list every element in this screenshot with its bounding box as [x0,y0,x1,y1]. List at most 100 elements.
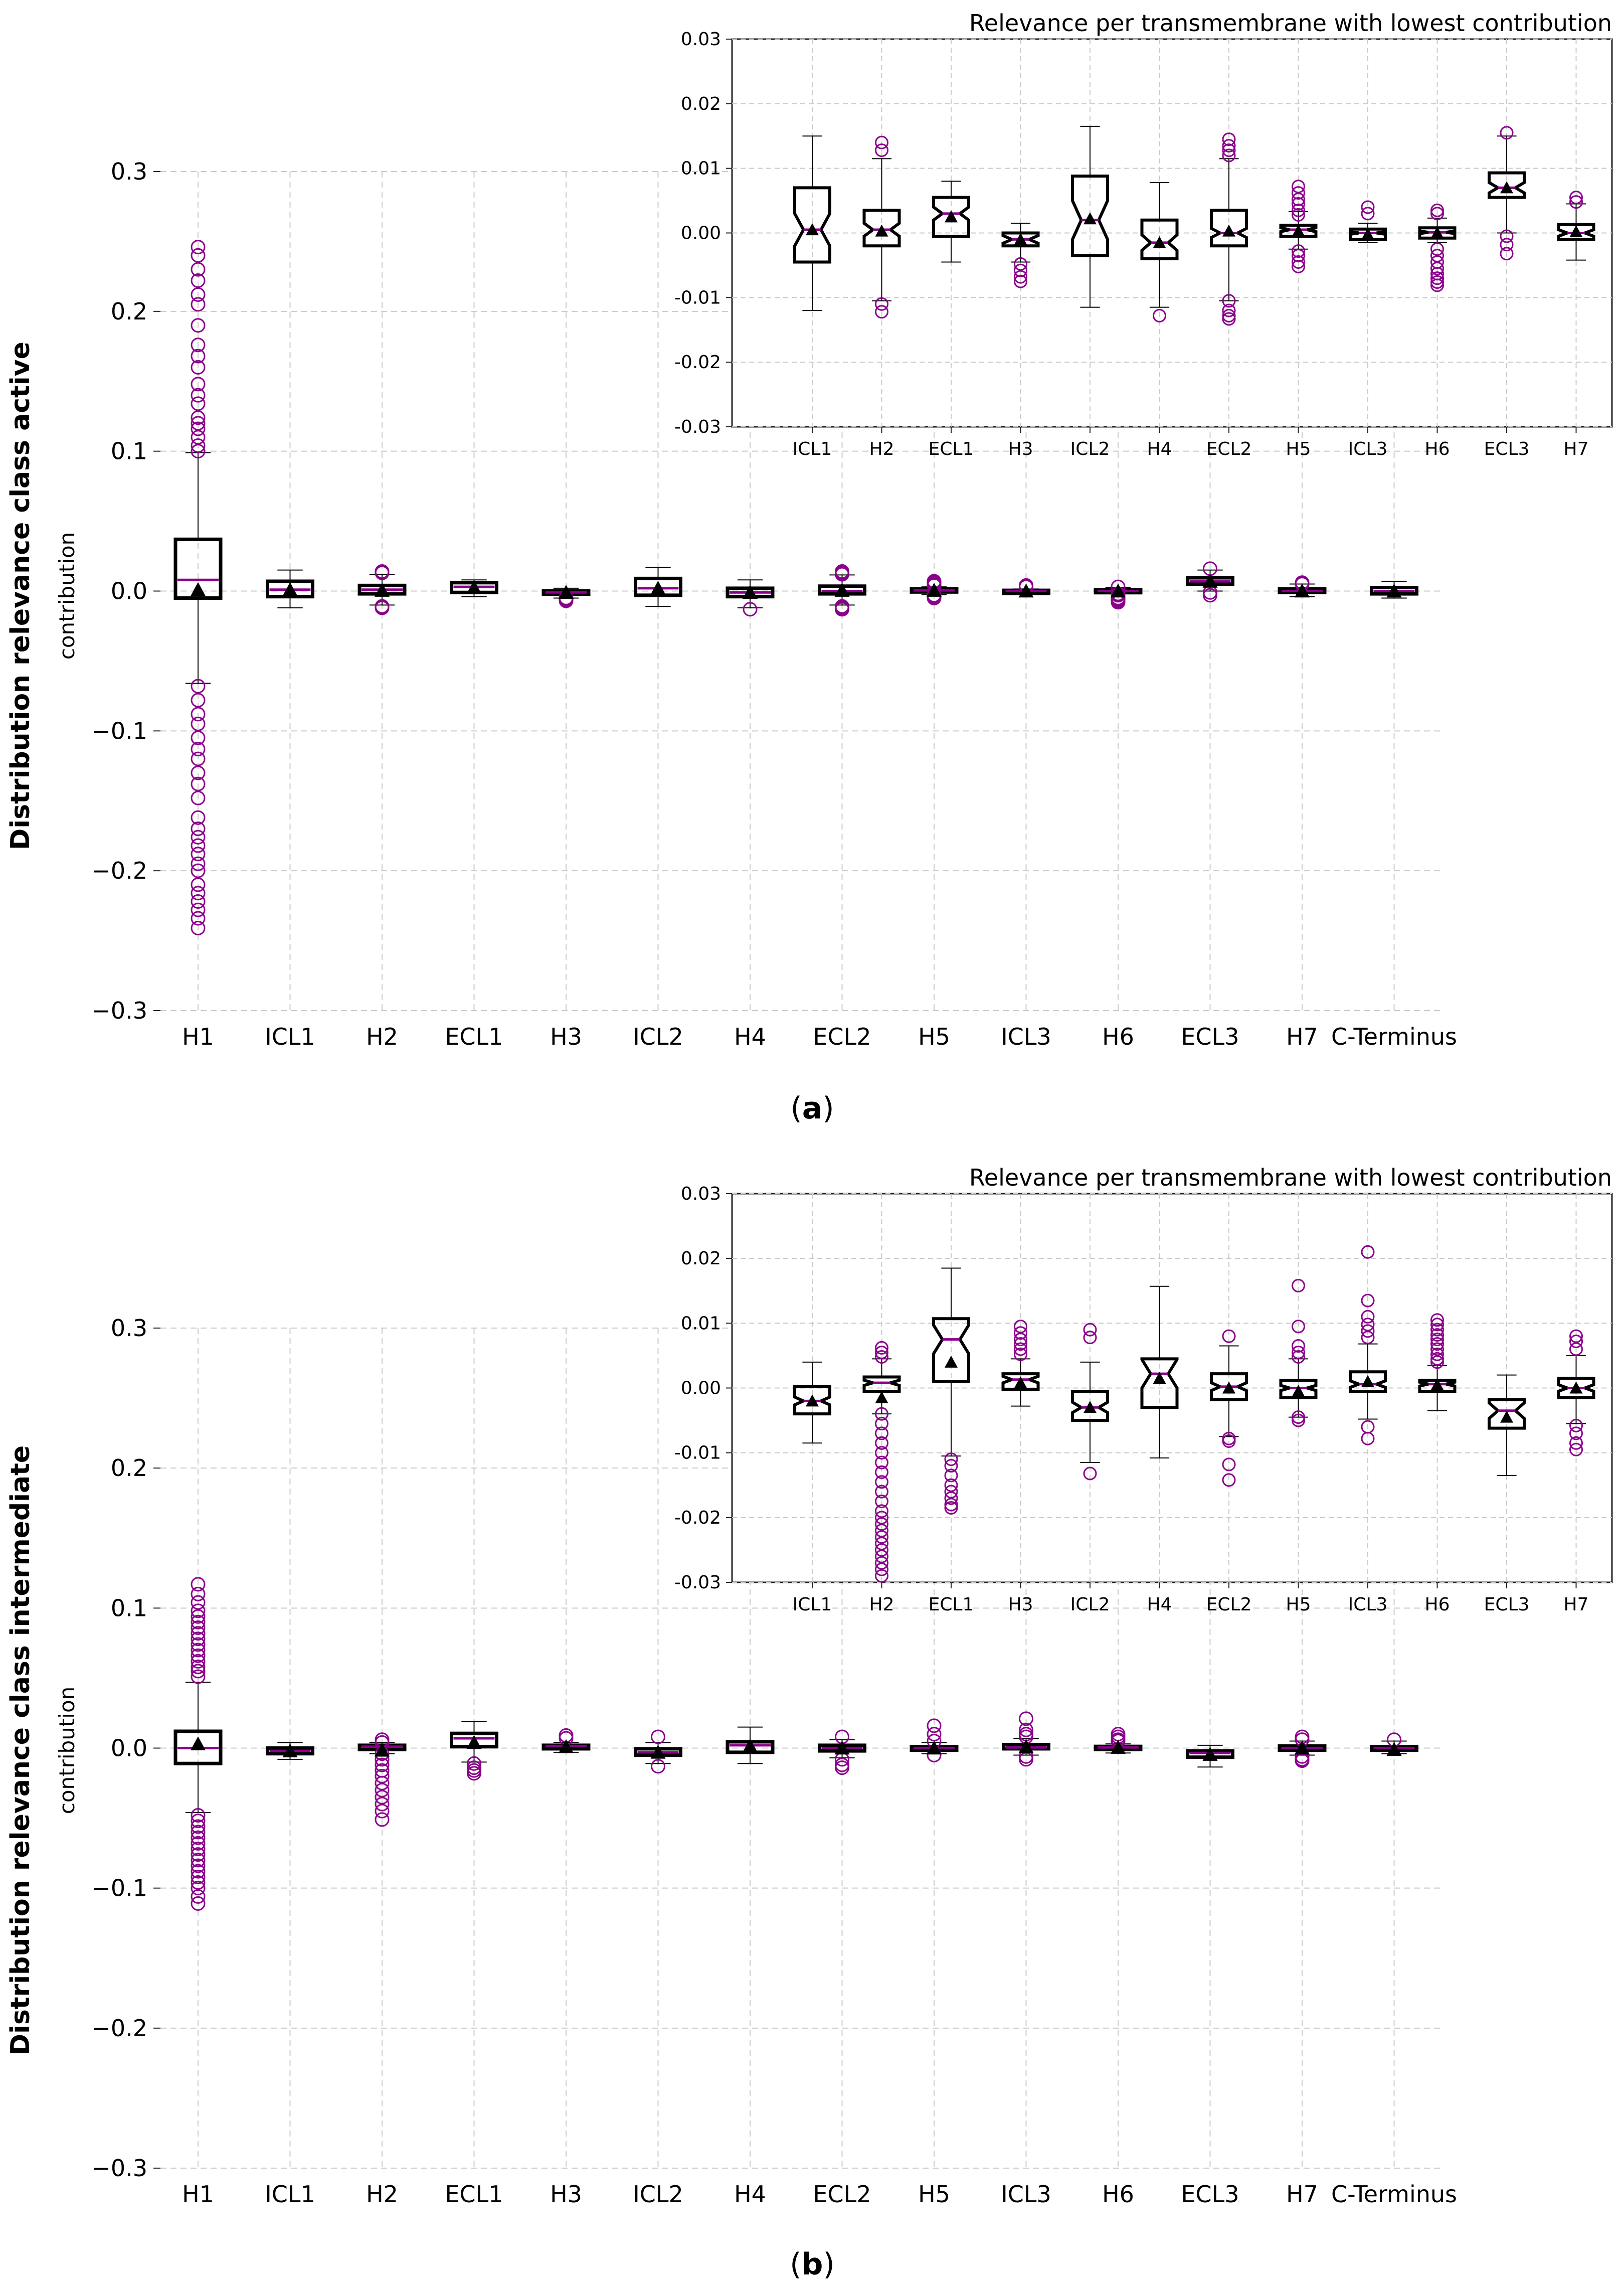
outlier-point [875,1446,888,1460]
outlier-point [1222,308,1236,322]
panel-a-ylabel: contribution [55,532,79,660]
box-H2 [357,1732,407,1827]
outlier-point [191,1864,206,1879]
outlier-point [191,1819,206,1834]
outlier-point [1430,203,1444,217]
outlier-point [1569,191,1583,205]
x-tick-label: C-Terminus [1331,2181,1457,2208]
outlier-point [875,1417,888,1431]
mean-marker [650,580,666,595]
outlier-point [191,693,206,708]
mean-marker [834,583,850,597]
inset-box-ICL1 [793,135,831,311]
outlier-point [1500,229,1514,243]
outlier-point [875,1407,888,1421]
outlier-point [1292,1350,1305,1364]
box-ICL2 [634,1729,682,1774]
outlier-point [875,1549,888,1563]
inset-y-tick-label: 0.00 [681,223,721,244]
outlier-point [944,1459,958,1473]
inset-box-H4 [1140,182,1179,322]
notched-box-body [1418,1379,1457,1393]
notched-box-body [1557,1377,1595,1399]
outlier-point [1292,180,1305,194]
outlier-point [1019,1722,1033,1737]
box-ICL1 [266,569,314,608]
x-tick-label: ICL1 [265,1023,315,1050]
y-tick-label: −0.3 [91,2155,147,2182]
outlier-point [1222,139,1236,153]
outlier-point [875,1485,888,1499]
outlier-point [1569,1426,1583,1440]
box-C-Terminus [1370,580,1418,599]
outlier-point [191,444,206,459]
outlier-point [944,1501,958,1515]
inset-y-tick-label: -0.02 [674,352,721,373]
y-tick-label: 0.1 [111,1594,147,1621]
mean-marker [945,1355,958,1368]
outlier-point [1222,303,1236,317]
notched-box-body [932,1317,970,1383]
outlier-point [1222,148,1236,162]
inset-box-H3 [1001,223,1040,288]
box-ICL3 [1002,1711,1050,1767]
outlier-point [1292,1320,1305,1334]
x-tick-label: H7 [1286,1023,1318,1050]
x-tick-label: H2 [366,2181,398,2208]
box-H6 [1094,1727,1143,1754]
x-tick-label: ECL1 [445,1023,503,1050]
inset-y-tick-label: 0.01 [681,1313,721,1334]
outlier-point [191,349,206,364]
outlier-point [875,1495,888,1509]
outlier-point [875,1569,888,1583]
panel-b-side-label: Distribution relevance class intermediat… [6,1445,36,2055]
outlier-point [191,1875,206,1890]
outlier-point [191,894,206,909]
outlier-point [1019,1711,1033,1726]
outlier-point [1292,1345,1305,1359]
mean-marker [559,1739,574,1753]
mean-marker [282,582,298,596]
outlier-point [191,1609,206,1624]
outlier-point [1569,1335,1583,1348]
inset-x-tick-label: ECL1 [929,1594,974,1615]
inset-box-ICL2 [1071,1323,1109,1481]
inset-title: Relevance per transmembrane with lowest … [969,10,1612,37]
x-tick-label: ICL1 [265,2181,315,2208]
inset-box-H7 [1557,1329,1595,1456]
panel-a-side-label: Distribution relevance class active [6,342,36,850]
mean-marker [806,223,819,236]
x-tick-label: ECL3 [1181,1023,1239,1050]
outlier-point [1430,242,1444,256]
outlier-point [191,410,206,425]
outlier-point [1430,1333,1444,1347]
box-H1 [173,1577,223,1911]
outlier-point [875,135,888,149]
box-H7 [1278,1729,1327,1768]
inset-box-H4 [1140,1285,1179,1458]
outlier-point [191,1825,206,1840]
outlier-point [875,1562,888,1576]
inset-x-tick-label: ICL1 [793,439,832,459]
mean-marker [1222,224,1235,237]
y-tick-label: 0.0 [111,1735,147,1762]
outlier-point [1222,1473,1236,1487]
outlier-point [191,911,206,926]
inset-x-tick-label: H2 [869,439,894,459]
outlier-point [1292,186,1305,200]
y-tick-label: 0.3 [111,158,147,185]
outlier-point [1292,1278,1305,1292]
outlier-point [191,297,206,312]
panel-b-caption-letter: b [802,2247,823,2282]
panel-b: Distribution relevance class intermediat… [6,1164,1613,2282]
inset-box-H5 [1279,1278,1318,1427]
outlier-point [1203,588,1217,603]
mean-marker [1295,583,1310,598]
inset-x-tick-label: ICL1 [793,1594,832,1615]
outlier-point [191,1614,206,1629]
x-tick-label: ECL2 [813,1023,871,1050]
notched-box-body [862,209,901,248]
x-tick-label: C-Terminus [1331,1023,1457,1050]
panel-b-main-plot: 0.3 0.2 0.1 0.0 −0.1 −0.2 −0.3 H1 ICL1 H2 ECL1 H3 IC… [91,1315,1457,2208]
mean-marker [806,1394,819,1407]
